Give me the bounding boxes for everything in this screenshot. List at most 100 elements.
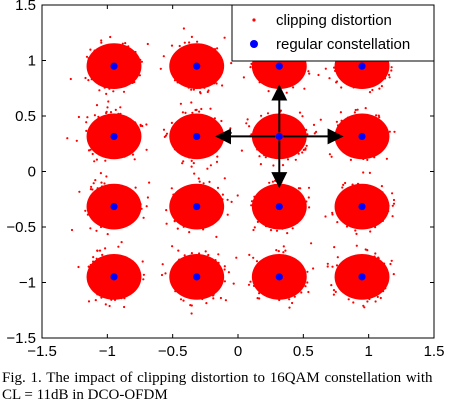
distortion-sample	[368, 266, 371, 269]
distortion-sample	[202, 125, 205, 129]
distortion-sample	[190, 159, 193, 162]
distortion-sample	[296, 68, 299, 71]
distortion-sample	[177, 63, 180, 66]
distortion-sample	[349, 274, 353, 277]
distortion-sample	[84, 76, 87, 80]
distortion-sample	[201, 261, 204, 264]
distortion-sample	[339, 145, 342, 148]
distortion-sample	[91, 152, 94, 156]
distortion-sample	[350, 195, 353, 198]
distortion-sample	[336, 69, 339, 72]
distortion-sample	[205, 80, 208, 83]
distortion-sample	[160, 273, 164, 277]
distortion-sample	[332, 289, 336, 292]
distortion-sample	[366, 127, 369, 130]
distortion-sample	[199, 92, 202, 95]
distortion-sample	[201, 285, 204, 288]
distortion-sample	[112, 282, 115, 286]
distortion-sample	[101, 212, 104, 215]
distortion-sample	[280, 268, 283, 271]
distortion-sample	[271, 269, 274, 272]
distortion-sample	[292, 69, 295, 72]
distortion-sample	[201, 70, 204, 73]
distortion-sample	[312, 267, 315, 270]
distortion-sample	[361, 184, 364, 187]
distortion-sample	[390, 66, 393, 69]
legend-box	[231, 4, 435, 62]
distortion-sample	[142, 273, 145, 276]
distortion-sample	[356, 135, 359, 138]
distortion-sample	[268, 292, 271, 295]
distortion-sample	[204, 293, 207, 296]
distortion-sample	[99, 139, 102, 142]
distortion-sample	[125, 209, 128, 212]
distortion-sample	[273, 147, 276, 150]
distortion-sample	[203, 290, 206, 293]
distortion-sample	[347, 219, 350, 222]
distortion-sample	[171, 204, 174, 207]
distortion-sample	[116, 280, 119, 283]
distortion-sample	[358, 129, 361, 132]
distortion-sample	[354, 140, 357, 143]
distortion-sample	[199, 132, 202, 135]
distortion-sample	[335, 141, 339, 144]
distortion-sample	[207, 280, 210, 283]
distortion-sample	[140, 60, 143, 63]
distortion-sample	[95, 271, 98, 274]
distortion-sample	[360, 226, 363, 230]
distortion-sample	[361, 287, 364, 290]
distortion-sample	[131, 260, 134, 263]
distortion-sample	[284, 76, 287, 80]
distortion-sample	[263, 125, 266, 128]
distortion-sample	[181, 79, 184, 82]
distortion-sample	[282, 74, 285, 77]
distortion-sample	[301, 151, 304, 154]
distortion-sample	[94, 210, 98, 213]
distortion-sample	[277, 220, 280, 223]
distortion-sample	[374, 252, 377, 255]
distortion-sample	[128, 69, 131, 72]
distortion-sample	[124, 62, 127, 65]
distortion-sample	[373, 62, 376, 65]
distortion-sample	[271, 180, 274, 183]
distortion-sample	[366, 249, 369, 252]
distortion-sample	[198, 283, 202, 286]
distortion-sample	[136, 62, 139, 65]
distortion-sample	[287, 140, 291, 144]
constellation-point	[110, 202, 118, 211]
distortion-sample	[122, 56, 125, 59]
distortion-sample	[165, 209, 168, 212]
distortion-sample	[369, 142, 372, 145]
distortion-sample	[287, 130, 290, 133]
distortion-sample	[200, 60, 203, 63]
distortion-sample	[291, 61, 294, 64]
distortion-sample	[106, 225, 110, 228]
distortion-sample	[351, 189, 354, 193]
distortion-sample	[341, 71, 344, 74]
distortion-sample	[273, 73, 276, 76]
distortion-sample	[216, 155, 219, 158]
distortion-sample	[107, 80, 110, 83]
distortion-sample	[139, 123, 142, 126]
distortion-sample	[121, 68, 124, 71]
distortion-sample	[101, 219, 104, 222]
distortion-sample	[271, 193, 274, 196]
constellation-point	[358, 273, 366, 281]
distortion-sample	[362, 280, 365, 283]
distortion-sample	[199, 57, 202, 60]
distortion-sample	[279, 191, 282, 194]
distortion-sample	[273, 290, 276, 293]
distortion-sample	[351, 214, 354, 217]
distortion-sample	[91, 63, 94, 66]
distortion-sample	[191, 60, 194, 63]
distortion-sample	[361, 127, 364, 130]
distortion-sample	[179, 128, 182, 131]
distortion-sample	[368, 171, 371, 174]
distortion-sample	[209, 151, 212, 154]
distortion-sample	[280, 147, 283, 150]
distortion-sample	[301, 144, 305, 147]
distortion-sample	[98, 282, 101, 285]
distortion-sample	[191, 293, 194, 296]
distortion-sample	[109, 111, 113, 114]
distortion-sample	[376, 280, 379, 283]
